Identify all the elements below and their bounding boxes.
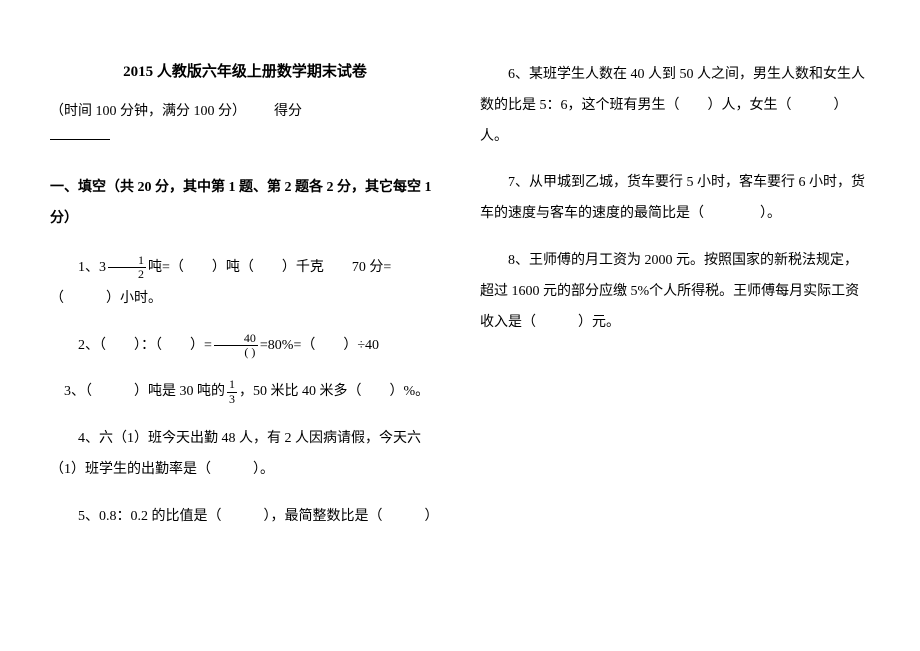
q3-prefix: 3、（ ）吨是 30 吨的 xyxy=(64,384,225,399)
question-4: 4、六（1）班今天出勤 48 人，有 2 人因病请假，今天六（1）班学生的出勤率… xyxy=(50,424,440,486)
section-1-head: 一、填空（共 20 分，其中第 1 题、第 2 题各 2 分，其它每空 1 分） xyxy=(50,173,440,235)
fraction-1-3: 13 xyxy=(227,378,237,405)
question-5: 5、0.8：0.2 的比值是（ ），最简整数比是（ ） xyxy=(50,502,440,533)
score-blank xyxy=(50,125,110,140)
question-7: 7、从甲城到乙城，货车要行 5 小时，客车要行 6 小时，货车的速度与客车的速度… xyxy=(480,168,870,230)
exam-title: 2015 人教版六年级上册数学期末试卷 xyxy=(50,60,440,81)
score-label: 得分 xyxy=(274,104,302,119)
q2-prefix: 2、（ ）：（ ）= xyxy=(78,338,212,353)
fraction-40-blank: 40( ) xyxy=(214,332,258,359)
time-full: （时间 100 分钟，满分 100 分） xyxy=(50,104,246,119)
q1-prefix: 1、3 xyxy=(78,260,106,275)
question-8: 8、王师傅的月工资为 2000 元。按照国家的新税法规定，超过 1600 元的部… xyxy=(480,246,870,338)
question-6: 6、某班学生人数在 40 人到 50 人之间，男生人数和女生人数的比是 5：6，… xyxy=(480,60,870,152)
question-2: 2、（ ）：（ ）=40( )=80%=（ ）÷40 xyxy=(50,331,440,362)
question-3: 3、（ ）吨是 30 吨的13，50 米比 40 米多（ ）%。 xyxy=(50,377,440,408)
q3-after: ，50 米比 40 米多（ ）%。 xyxy=(239,384,429,399)
question-1: 1、312吨=（ ）吨（ ）千克 70 分=（ ）小时。 xyxy=(50,253,440,315)
q2-after: =80%=（ ）÷40 xyxy=(260,338,379,353)
fraction-1-2: 12 xyxy=(108,254,146,281)
exam-meta: （时间 100 分钟，满分 100 分） 得分 xyxy=(50,99,440,149)
